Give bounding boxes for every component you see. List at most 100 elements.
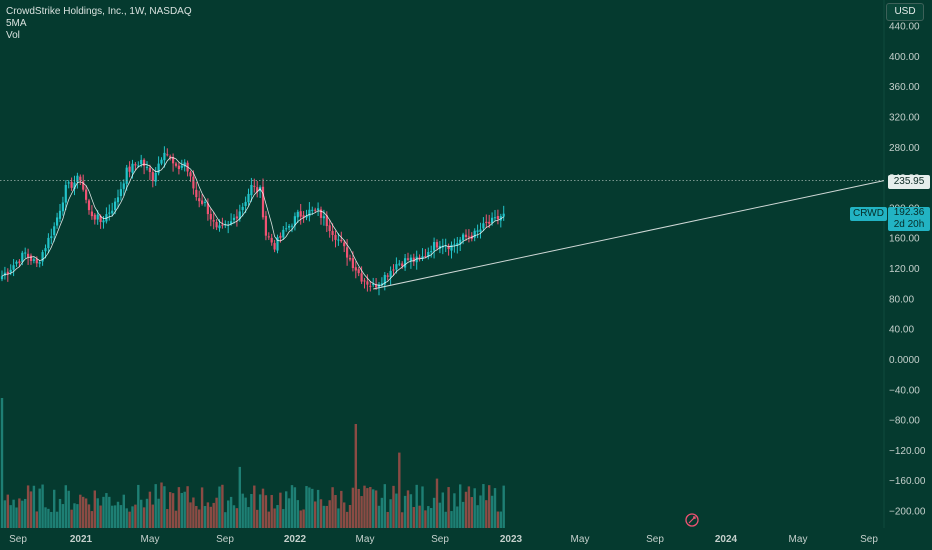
x-tick-label: Sep: [9, 534, 27, 545]
volume-bar: [119, 505, 123, 528]
candle-body: [102, 220, 105, 223]
candle-body: [38, 262, 41, 264]
candle-body: [467, 236, 470, 238]
symbol-tag: CRWD: [850, 207, 887, 221]
volume-bar: [102, 496, 105, 528]
candle-body: [58, 210, 62, 219]
volume-bar: [264, 495, 268, 528]
trendline[interactable]: [373, 180, 885, 290]
candle-body: [82, 181, 85, 190]
candle-body: [134, 164, 137, 166]
volume-bar: [337, 508, 340, 528]
candle-body: [296, 211, 299, 218]
candle-body: [128, 166, 131, 172]
volume-bar: [401, 512, 404, 528]
candle-body: [27, 253, 30, 257]
volume-bar: [189, 502, 192, 528]
candle-body: [29, 255, 33, 261]
volume-bar: [163, 486, 166, 528]
bar-countdown: 2d 20h: [893, 219, 925, 230]
last-price-value: 192.36: [893, 207, 925, 218]
y-axis[interactable]: 440.00400.00360.00320.00280.00240.00200.…: [889, 22, 926, 518]
volume-bar: [430, 508, 433, 528]
candle-body: [24, 252, 27, 254]
volume-bar: [424, 510, 427, 528]
volume-bars: [0, 398, 505, 528]
volume-bar: [247, 507, 250, 528]
candle-body: [502, 213, 505, 217]
volume-bar: [3, 500, 7, 528]
candle-body: [351, 258, 354, 269]
candle-body: [6, 271, 9, 274]
y-tick-label: 120.00: [889, 264, 920, 275]
candle-body: [157, 163, 160, 174]
replay-icon[interactable]: [685, 513, 699, 527]
volume-bar: [148, 491, 152, 528]
volume-bar: [26, 485, 30, 528]
volume-bar: [9, 505, 12, 528]
candle-body: [473, 230, 476, 238]
candle-body: [482, 223, 485, 229]
volume-bar: [108, 496, 111, 528]
candle-body: [99, 216, 102, 223]
volume-bar: [137, 484, 140, 528]
candle-body: [476, 230, 479, 232]
volume-bar: [221, 484, 224, 528]
volume-bar: [253, 485, 256, 528]
volume-bar: [334, 495, 337, 528]
volume-bar: [453, 493, 456, 528]
y-tick-label: 320.00: [889, 112, 920, 123]
volume-bar: [470, 497, 473, 528]
y-tick-label: 440.00: [889, 22, 920, 33]
candle-body: [183, 162, 186, 167]
candle-body: [151, 172, 154, 181]
candle-body: [488, 221, 491, 224]
candle-body: [96, 214, 99, 220]
volume-bar: [270, 494, 273, 528]
volume-bar: [256, 509, 259, 528]
volume-bar: [183, 491, 186, 528]
candle-body: [282, 229, 285, 238]
y-tick-label: 160.00: [889, 234, 920, 245]
candle-body: [209, 213, 212, 220]
volume-bar: [319, 499, 323, 528]
volume-bar: [79, 494, 82, 528]
volume-bar: [41, 484, 44, 528]
volume-bar: [311, 488, 314, 528]
volume-bar: [276, 505, 279, 528]
candle-body: [325, 215, 328, 227]
moving-average: [1, 157, 504, 286]
x-tick-label: Sep: [216, 534, 234, 545]
volume-bar: [160, 482, 163, 528]
currency-button[interactable]: USD: [886, 3, 924, 21]
candle-body: [143, 159, 146, 166]
volume-bar: [209, 506, 212, 528]
volume-bar: [456, 506, 459, 528]
candle-body: [354, 267, 357, 271]
candle-body: [392, 269, 395, 271]
volume-bar: [331, 487, 334, 528]
x-axis[interactable]: Sep 2021 May Sep 2022 May Sep 2023 May Sep 2024 May…: [9, 534, 878, 545]
volume-bar: [409, 494, 413, 528]
candle-body: [9, 269, 12, 273]
volume-bar: [134, 504, 137, 528]
volume-bar: [279, 492, 282, 528]
volume-bar: [499, 511, 502, 528]
candle-body: [372, 284, 375, 286]
candle-body: [235, 216, 238, 219]
candle-body: [180, 165, 183, 168]
candle-body: [348, 257, 352, 260]
volume-bar: [389, 499, 392, 528]
candle-body: [340, 239, 343, 242]
candle-body: [302, 215, 305, 218]
candle-body: [230, 221, 233, 225]
volume-bar: [169, 492, 172, 528]
x-tick-label: Sep: [431, 534, 449, 545]
y-tick-label: 280.00: [889, 143, 920, 154]
y-tick-label: 400.00: [889, 52, 920, 63]
volume-bar: [192, 497, 195, 528]
candle-body: [232, 217, 236, 221]
volume-bar: [450, 511, 453, 528]
candle-body: [145, 166, 149, 168]
